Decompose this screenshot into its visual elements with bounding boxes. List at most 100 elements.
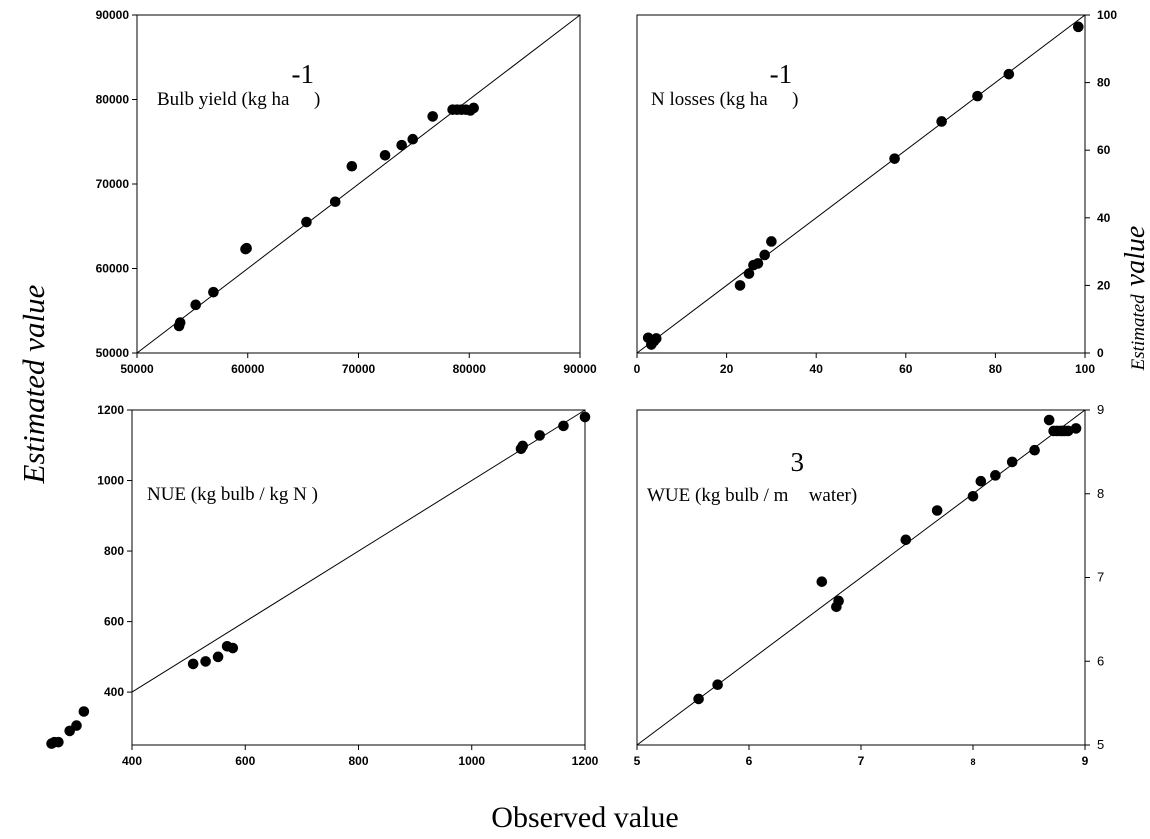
y-tick-label: 80: [1097, 76, 1111, 90]
y-tick-label: 70000: [96, 177, 130, 191]
y-tick-label: 50000: [96, 346, 130, 360]
data-point: [346, 160, 358, 172]
x-tick-label: 80000: [453, 362, 487, 376]
x-tick-label: 600: [235, 754, 255, 768]
data-point: [329, 196, 341, 208]
panel-title: NUE (kg bulb / kg N ): [147, 484, 318, 505]
data-point: [227, 642, 239, 654]
y-tick-label: 100: [1097, 8, 1117, 22]
panel-title-superscript: -1: [770, 59, 793, 89]
data-point: [936, 116, 947, 127]
data-point: [990, 470, 1001, 481]
data-point: [190, 299, 201, 311]
x-tick-label: 1000: [458, 754, 485, 768]
x-tick-label: 7: [858, 754, 865, 768]
data-point: [200, 656, 211, 667]
data-point: [1003, 68, 1015, 80]
x-tick-label: 60000: [231, 362, 265, 376]
x-tick-label: 70000: [342, 362, 376, 376]
figure-right-ylabel: Estimated value: [1120, 226, 1150, 372]
data-point: [78, 706, 90, 717]
data-point: [889, 153, 900, 164]
x-tick-label: 20: [720, 362, 734, 376]
panels: 50000 60000 70000 80000 90000500006000070000…: [46, 8, 1117, 768]
x-tick-label: 800: [348, 754, 368, 768]
data-point: [734, 280, 746, 291]
y-tick-label: 5: [1097, 737, 1104, 752]
reference-line: [636, 409, 1086, 746]
y-tick-label: 20: [1097, 278, 1111, 292]
panel-title-main: Bulb yield (kg ha: [157, 89, 290, 110]
data-point: [187, 658, 199, 670]
panel-title-suffix: ): [314, 89, 320, 110]
data-point: [816, 576, 828, 587]
right-ylabel-small: Estimated: [1128, 294, 1149, 371]
panel-title: N losses (kg ha-1): [651, 59, 798, 110]
data-point: [1072, 21, 1084, 33]
data-point: [301, 216, 312, 228]
panel-title-main: NUE (kg bulb / kg N ): [147, 484, 318, 505]
data-point: [558, 420, 569, 432]
data-point: [743, 268, 755, 279]
y-tick-label: 9: [1097, 402, 1104, 417]
data-point: [1029, 444, 1040, 456]
data-point: [407, 133, 419, 145]
data-point: [174, 317, 186, 328]
data-point: [517, 440, 529, 452]
y-tick-label: 7: [1097, 570, 1104, 585]
data-point: [967, 490, 979, 502]
data-point: [752, 258, 764, 269]
reference-line: [131, 409, 586, 693]
right-ylabel-large: value: [1120, 226, 1150, 287]
y-tick-label: 1000: [97, 474, 124, 488]
data-point: [212, 651, 224, 663]
data-point: [693, 693, 704, 705]
panel-title-main: WUE (kg bulb / m: [647, 485, 789, 506]
panel-title: Bulb yield (kg ha-1): [157, 59, 320, 110]
figure-xlabel: Observed value: [491, 801, 678, 834]
panel-frame: [636, 14, 1086, 354]
y-tick-label: 1200: [97, 403, 124, 417]
data-point: [931, 505, 943, 516]
x-tick-label: 1200: [572, 754, 599, 768]
data-point: [1070, 423, 1082, 434]
data-point: [379, 149, 391, 161]
panel-3: 400 600 800 1000 1200 400 600 800 1000 1200 NUE (k…: [46, 403, 599, 768]
x-tick-label: 80: [989, 362, 1003, 376]
figure-right-ylabel-text: Estimated value: [1120, 226, 1150, 372]
x-tick-label: 60: [899, 362, 913, 376]
data-point: [241, 242, 252, 254]
panel-title: WUE (kg bulb / m3 water): [647, 447, 857, 506]
data-point: [1043, 414, 1055, 426]
reference-line: [136, 14, 581, 354]
panel-title-superscript: -1: [291, 59, 314, 89]
data-point: [759, 249, 770, 261]
x-tick-label: 5: [634, 754, 641, 768]
y-tick-label: 600: [104, 615, 124, 629]
y-tick-label: 6: [1097, 653, 1104, 668]
data-point: [900, 534, 912, 546]
x-tick-label: 400: [122, 754, 142, 768]
data-point: [427, 111, 439, 122]
panel-title-main: N losses (kg ha: [651, 89, 768, 110]
x-tick-label: 50000: [120, 362, 154, 376]
y-tick-label: 40: [1097, 211, 1111, 225]
reference-line: [636, 14, 1086, 354]
x-tick-label: 8: [970, 757, 975, 767]
panel-title-suffix: ): [792, 89, 798, 110]
y-tick-label: 400: [104, 685, 124, 699]
data-point: [972, 90, 983, 102]
x-tick-label: 40: [810, 362, 824, 376]
x-tick-label: 90000: [563, 362, 597, 376]
data-point: [534, 430, 545, 441]
y-tick-label: 0: [1097, 346, 1104, 360]
data-point: [208, 286, 219, 298]
data-point: [468, 102, 479, 114]
y-tick-label: 800: [104, 544, 124, 558]
panel-frame: [131, 409, 586, 746]
x-tick-label: 6: [746, 754, 753, 768]
data-point: [1006, 456, 1018, 468]
panel-1: 50000 60000 70000 80000 90000 50000 60000 70000…: [96, 8, 597, 376]
x-tick-label: 100: [1075, 362, 1095, 376]
